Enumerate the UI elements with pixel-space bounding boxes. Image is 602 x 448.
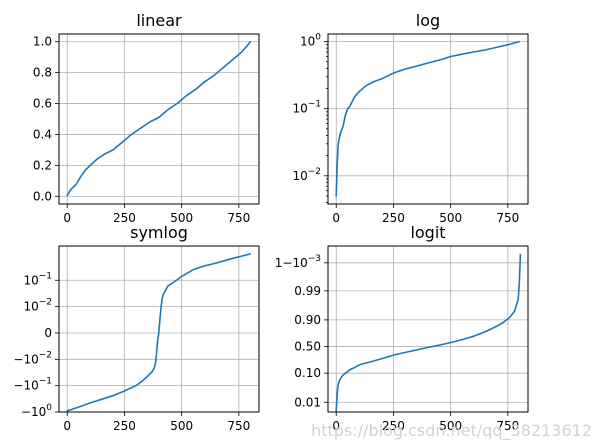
tick-label: 0	[63, 419, 71, 433]
tick-label: 250	[113, 419, 136, 433]
tick-label: 250	[382, 419, 405, 433]
data-line	[66, 253, 252, 412]
tick-label: 0.0	[33, 189, 52, 203]
watermark: https://blog.csdn.net/qq_38213612	[311, 421, 592, 441]
tick-label: 0.8	[33, 66, 52, 80]
tick-label: −100	[21, 403, 52, 419]
tick-label: 750	[227, 419, 250, 433]
tick-label: 1−10−3	[275, 254, 321, 270]
tick-label: 1.0	[33, 35, 52, 49]
tick-label: 250	[113, 211, 136, 225]
subplot-symlog: 0 250 500 750 −100 −10−1 −10−2 0 10−2 10−1 symlog	[13, 223, 260, 433]
tick-label: 500	[439, 211, 462, 225]
tick-label: 10−2	[292, 167, 321, 183]
tick-label: −10−1	[13, 377, 52, 393]
tick-label: 0.50	[294, 340, 321, 354]
subplot-title: symlog	[130, 223, 188, 242]
subplot-title: logit	[410, 223, 445, 242]
tick-label: 0.90	[294, 313, 321, 327]
axes-frame	[327, 245, 529, 413]
axes-frame	[58, 33, 260, 205]
tick-label: 0.4	[33, 127, 52, 141]
tick-label: 750	[496, 211, 519, 225]
tick-label: 100	[300, 33, 321, 49]
subplot-logit: 0 250 500 750 0.01 0.10 0.50 0.90 0.99 1−10−3 logi…	[275, 223, 529, 433]
tick-label: 0	[332, 419, 340, 433]
tick-label: 500	[170, 419, 193, 433]
tick-label: 10−1	[23, 271, 52, 287]
tick-label: 750	[227, 211, 250, 225]
tick-label: 0.2	[33, 158, 52, 172]
subplot-log: 0 250 500 750 10−2 10−1 100 log	[292, 11, 529, 225]
tick-label: 500	[170, 211, 193, 225]
data-line	[66, 40, 252, 197]
axes-frame	[58, 245, 260, 413]
tick-label: −10−2	[13, 350, 52, 366]
tick-label: 10−1	[292, 100, 321, 116]
axes-frame	[327, 33, 529, 205]
tick-label: 750	[496, 419, 519, 433]
tick-label: 0	[44, 326, 52, 340]
tick-label: 10−2	[23, 298, 52, 314]
subplot-title: linear	[136, 11, 182, 30]
tick-label: 500	[439, 419, 462, 433]
data-line	[335, 40, 521, 197]
tick-label: 0.6	[33, 97, 52, 111]
tick-label: 0.01	[294, 395, 321, 409]
tick-label: 0.99	[294, 284, 321, 298]
tick-label: 0	[332, 211, 340, 225]
tick-label: 250	[382, 211, 405, 225]
data-line	[335, 253, 522, 412]
subplot-linear: 0 250 500 750 0.0 0.2 0.4 0.6 0.8 1.0 linear	[33, 11, 260, 225]
tick-label: 0	[63, 211, 71, 225]
subplot-title: log	[416, 11, 440, 30]
tick-label: 0.10	[294, 366, 321, 380]
